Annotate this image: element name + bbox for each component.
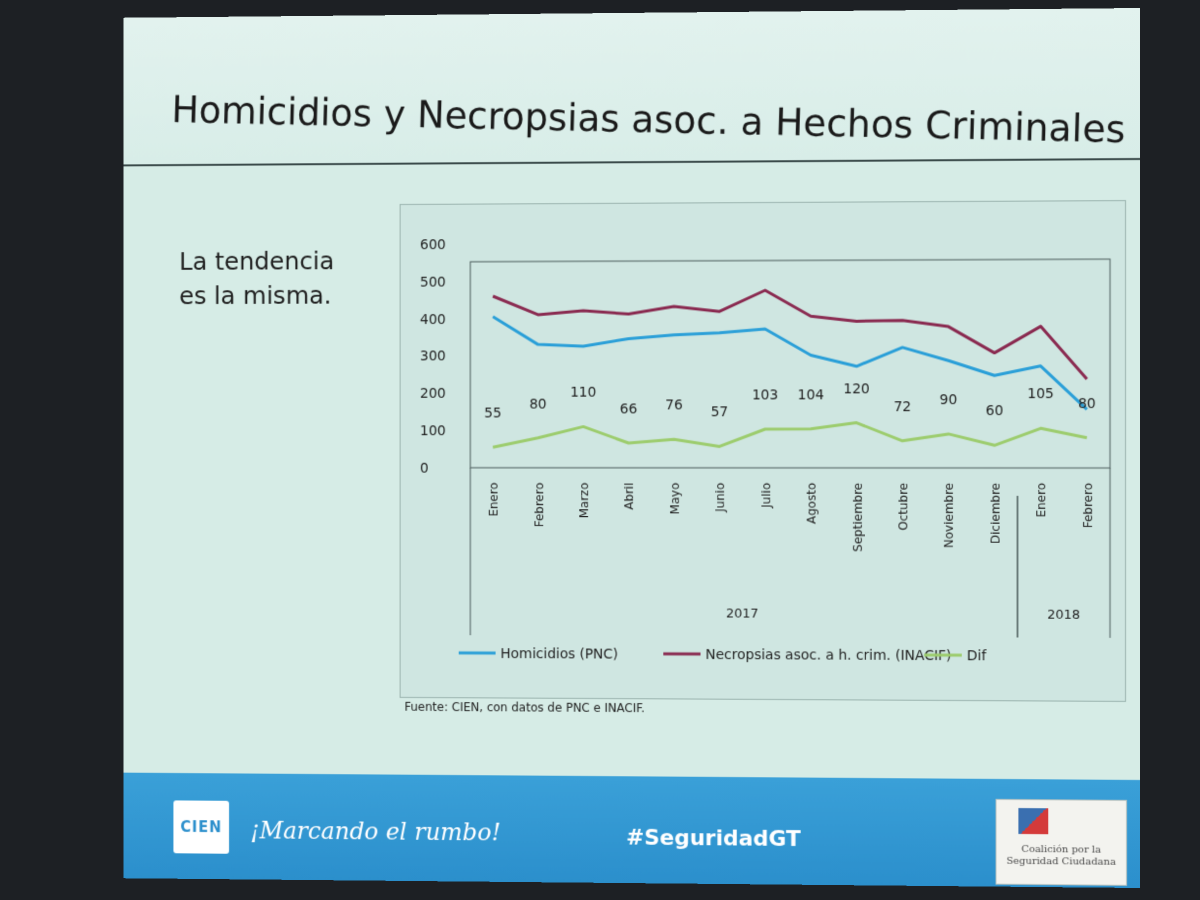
data-label: 76 bbox=[665, 398, 682, 414]
x-tick-label: Octubre bbox=[896, 483, 910, 531]
data-label: 80 bbox=[529, 396, 546, 412]
legend-label: Necropsias asoc. a h. crim. (INACIF) bbox=[705, 647, 951, 664]
x-tick-label: Febrero bbox=[1081, 483, 1095, 528]
legend-label: Homicidios (PNC) bbox=[500, 646, 618, 663]
x-tick-label: Agosto bbox=[805, 483, 819, 524]
coalition-mark-icon bbox=[1018, 808, 1048, 834]
series-line-2 bbox=[493, 289, 1087, 380]
group-label: 2017 bbox=[726, 606, 758, 621]
slide-title: Homicidios y Necropsias asoc. a Hechos C… bbox=[171, 88, 1126, 152]
x-tick-label: Enero bbox=[487, 483, 501, 517]
x-tick-label: Junio bbox=[713, 483, 727, 513]
data-label: 105 bbox=[1027, 386, 1054, 402]
footer-bar: CIEN ¡Marcando el rumbo! #SeguridadGT Co… bbox=[124, 773, 1140, 888]
legend-label: Dif bbox=[967, 648, 988, 664]
data-label: 104 bbox=[798, 387, 825, 403]
slide: Homicidios y Necropsias asoc. a Hechos C… bbox=[124, 8, 1140, 888]
side-text-line-2: es la misma. bbox=[179, 278, 334, 313]
x-tick-label: Marzo bbox=[577, 483, 591, 519]
source-note: Fuente: CIEN, con datos de PNC e INACIF. bbox=[404, 700, 644, 715]
x-tick-label: Julio bbox=[759, 483, 773, 509]
line-chart: 0 100 200 300 400 500 600 2017 2018 Enero Febrero M… bbox=[401, 201, 1125, 701]
side-text-line-1: La tendencia bbox=[179, 244, 334, 279]
x-tick-label: Febrero bbox=[532, 483, 546, 528]
side-text: La tendencia es la misma. bbox=[179, 244, 334, 313]
data-label: 103 bbox=[752, 387, 778, 403]
y-tick-label: 200 bbox=[420, 386, 446, 402]
hashtag: #SeguridadGT bbox=[626, 826, 801, 852]
data-label: 72 bbox=[894, 399, 912, 415]
coalition-name: Coalición por la Seguridad Ciudadana bbox=[1001, 844, 1123, 869]
y-tick-label: 0 bbox=[420, 461, 429, 477]
series-line-3 bbox=[493, 423, 1087, 448]
y-tick-label: 600 bbox=[420, 237, 446, 253]
data-label: 120 bbox=[843, 381, 869, 397]
x-tick-label: Septiembre bbox=[851, 483, 865, 552]
group-label: 2018 bbox=[1047, 608, 1080, 623]
data-label: 80 bbox=[1078, 396, 1096, 412]
data-label: 57 bbox=[711, 405, 728, 421]
data-label: 66 bbox=[620, 401, 637, 417]
x-tick-label: Enero bbox=[1035, 483, 1049, 518]
x-tick-label: Noviembre bbox=[942, 483, 956, 548]
data-label: 90 bbox=[940, 392, 958, 408]
y-tick-label: 500 bbox=[420, 274, 446, 290]
coalition-logo: Coalición por la Seguridad Ciudadana bbox=[996, 799, 1127, 886]
title-bar: Homicidios y Necropsias asoc. a Hechos C… bbox=[124, 8, 1140, 166]
y-tick-label: 300 bbox=[420, 349, 446, 365]
slogan: ¡Marcando el rumbo! bbox=[250, 817, 501, 847]
y-tick-label: 400 bbox=[420, 312, 446, 328]
data-label: 110 bbox=[570, 385, 596, 401]
chart-container: 0 100 200 300 400 500 600 2017 2018 Enero Febrero M… bbox=[400, 200, 1126, 702]
data-label: 55 bbox=[484, 406, 501, 422]
x-tick-label: Abril bbox=[623, 483, 637, 510]
data-label: 60 bbox=[986, 403, 1004, 419]
x-tick-label: Mayo bbox=[668, 483, 682, 515]
cien-logo: CIEN bbox=[173, 800, 229, 853]
x-tick-label: Diciembre bbox=[988, 483, 1002, 544]
y-tick-label: 100 bbox=[420, 423, 446, 439]
